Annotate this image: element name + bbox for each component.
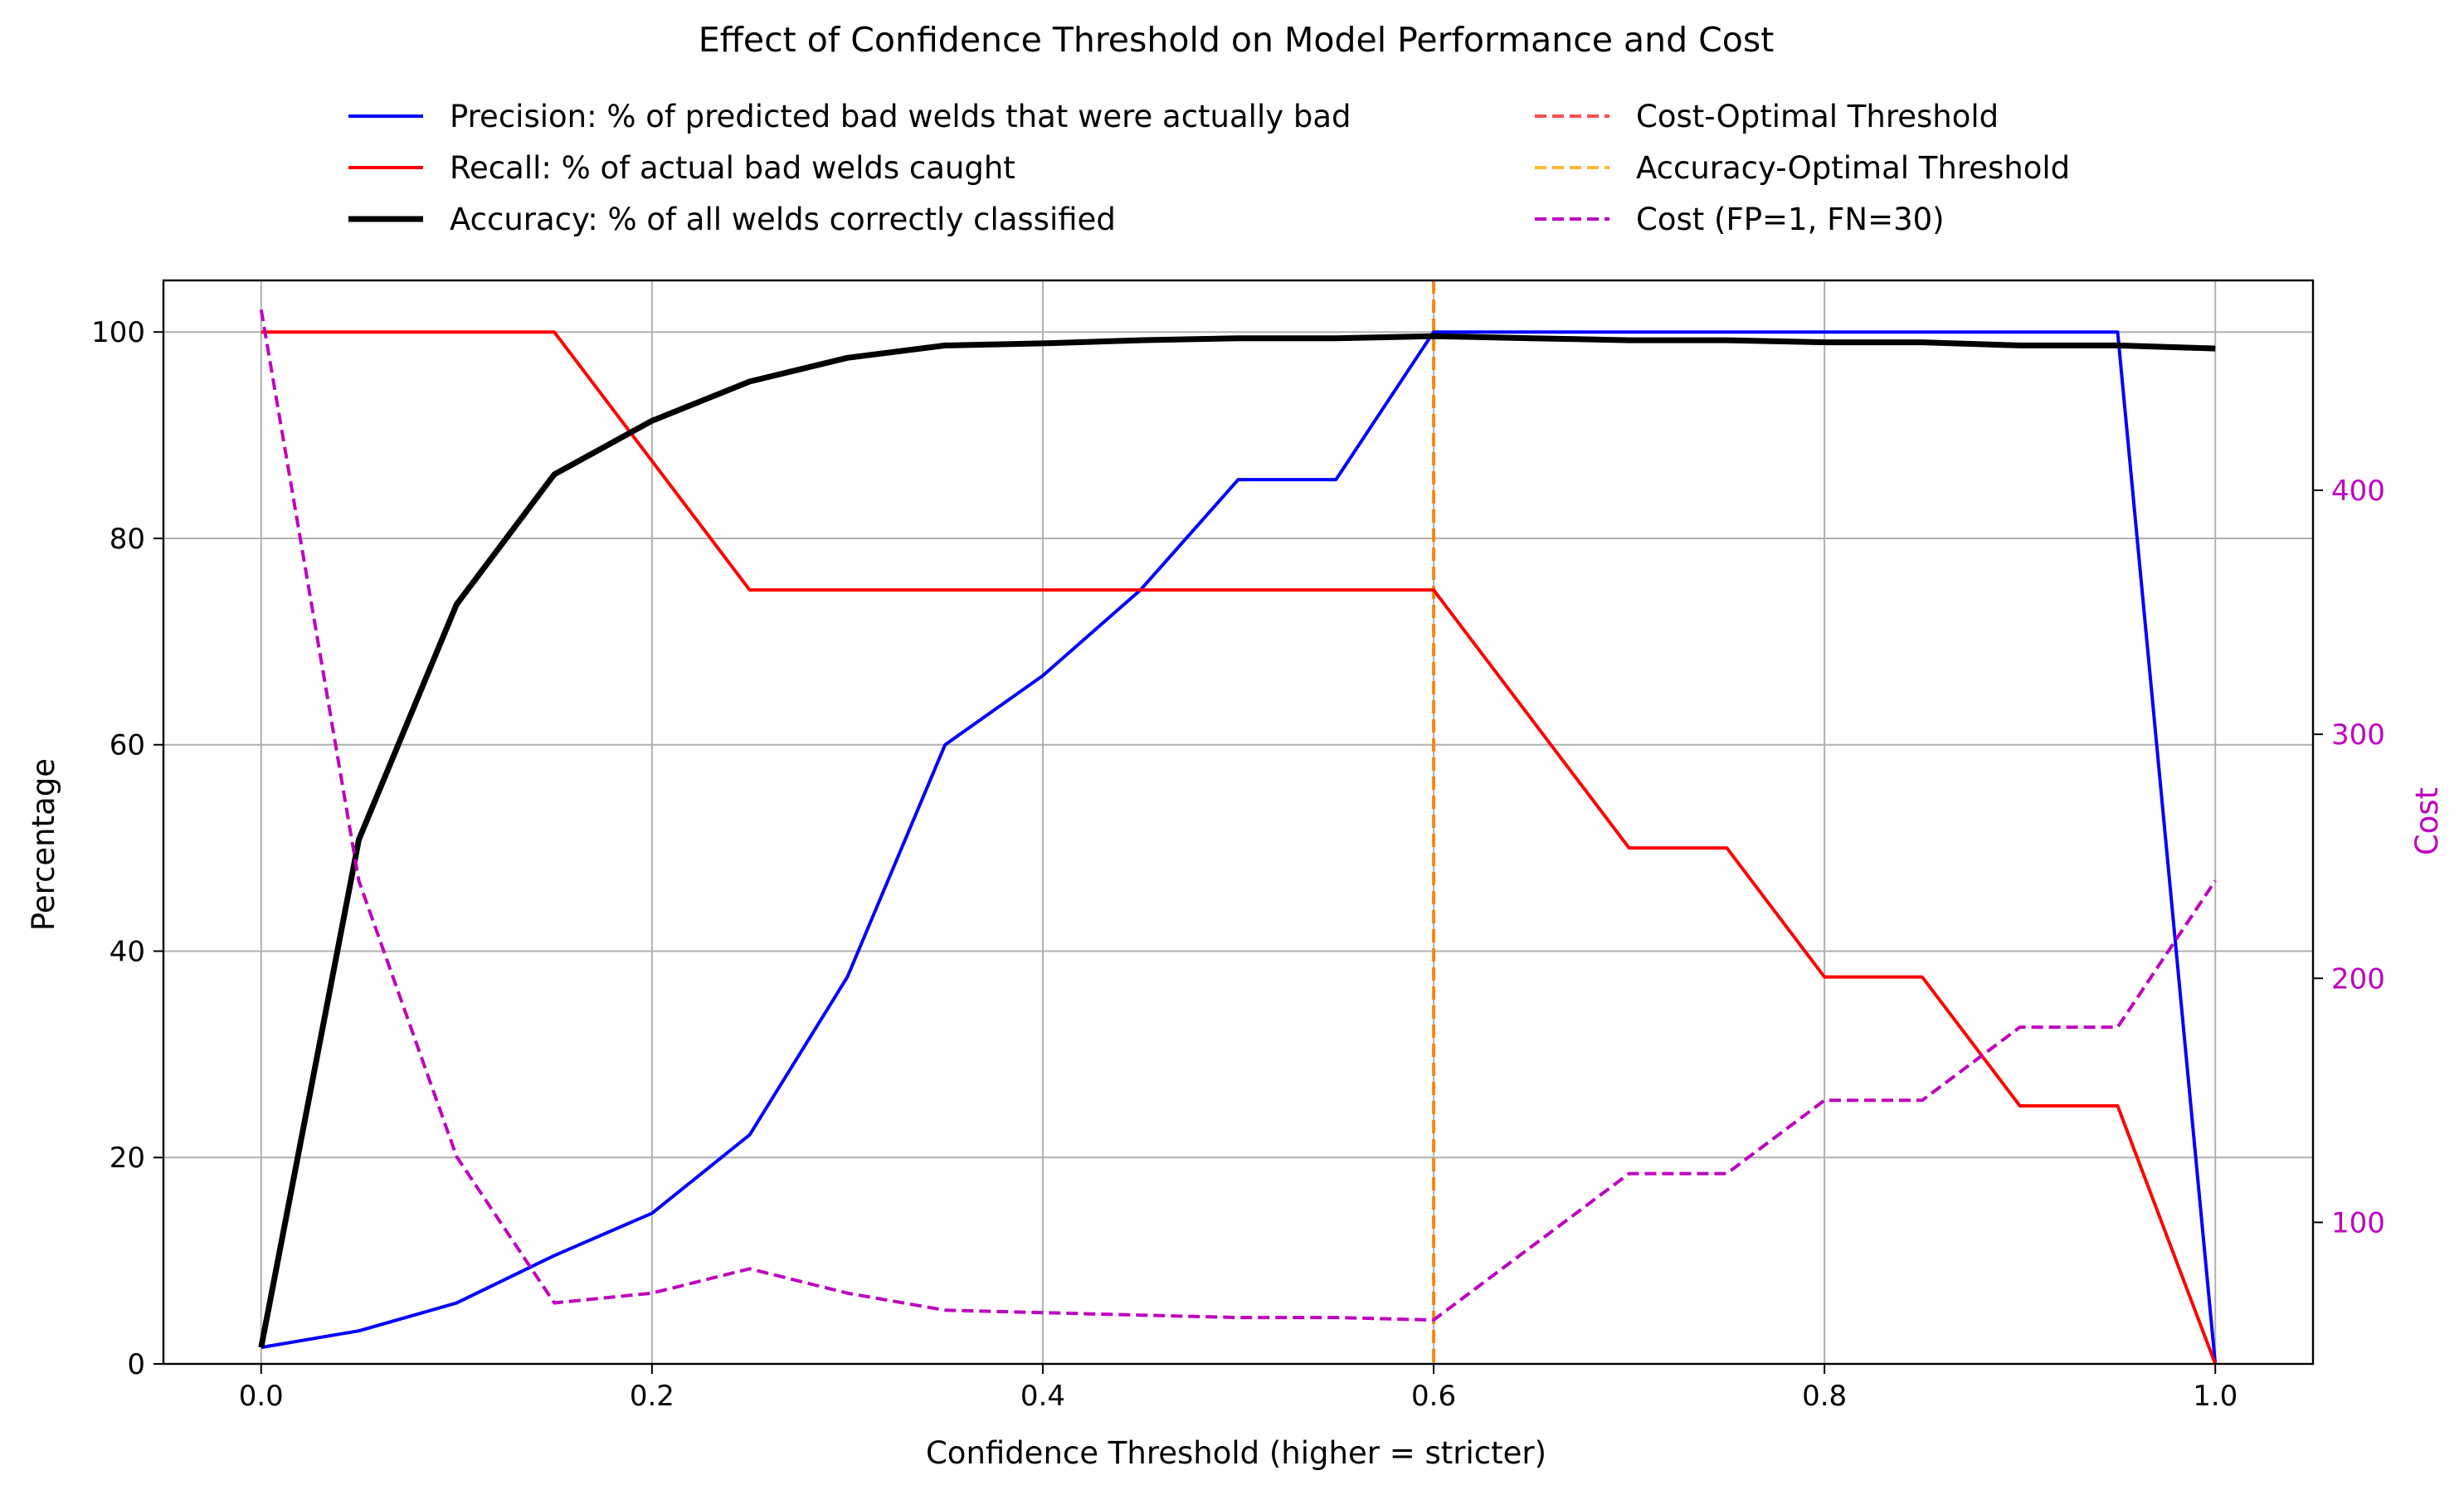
legend-label: Precision: % of predicted bad welds that… — [450, 99, 1351, 134]
accuracy-line — [258, 333, 2216, 1348]
y2-tick-label: 100 — [2331, 1206, 2385, 1239]
y-tick-label: 40 — [110, 935, 145, 968]
x-tick-label: 1.0 — [2193, 1380, 2238, 1413]
legend: Precision: % of predicted bad welds that… — [348, 99, 2070, 237]
recall-line — [261, 330, 2218, 1365]
x-tick-label: 0.2 — [630, 1380, 674, 1413]
y-tick-label: 20 — [110, 1142, 145, 1175]
legend-label: Recall: % of actual bad welds caught — [450, 150, 1015, 186]
legend-label: Accuracy-Optimal Threshold — [1636, 150, 2070, 186]
legend-label: Cost-Optimal Threshold — [1636, 99, 1999, 134]
x-axis-label: Confidence Threshold (higher = stricter) — [926, 1435, 1546, 1471]
y-tick-label: 60 — [110, 729, 145, 762]
y2-tick-label: 200 — [2331, 962, 2385, 996]
y-tick-label: 0 — [127, 1348, 145, 1381]
y-tick-label: 80 — [110, 523, 145, 556]
legend-label: Cost (FP=1, FN=30) — [1636, 202, 1945, 237]
y2-tick-label: 400 — [2331, 475, 2385, 508]
cost-line — [259, 309, 2217, 1322]
precision-line — [261, 330, 2218, 1365]
x-tick-label: 0.8 — [1802, 1380, 1847, 1413]
chart-title: Effect of Confidence Threshold on Model … — [699, 20, 1775, 60]
plot-frame — [162, 279, 2315, 1366]
axes: 0.0 0.2 0.4 0.6 0.8 1.0 0 20 40 60 80 100 100 200 300 4… — [91, 316, 2385, 1413]
y-tick-label: 100 — [91, 316, 145, 349]
y2-axis-label: Cost — [2409, 787, 2445, 855]
x-tick-label: 0.6 — [1411, 1380, 1456, 1413]
series-lines — [258, 309, 2218, 1365]
x-tick-label: 0.0 — [239, 1380, 284, 1413]
y2-tick-label: 300 — [2331, 718, 2385, 752]
legend-label: Accuracy: % of all welds correctly class… — [450, 202, 1116, 237]
y-axis-label: Percentage — [26, 758, 61, 931]
x-tick-label: 0.4 — [1020, 1380, 1065, 1413]
